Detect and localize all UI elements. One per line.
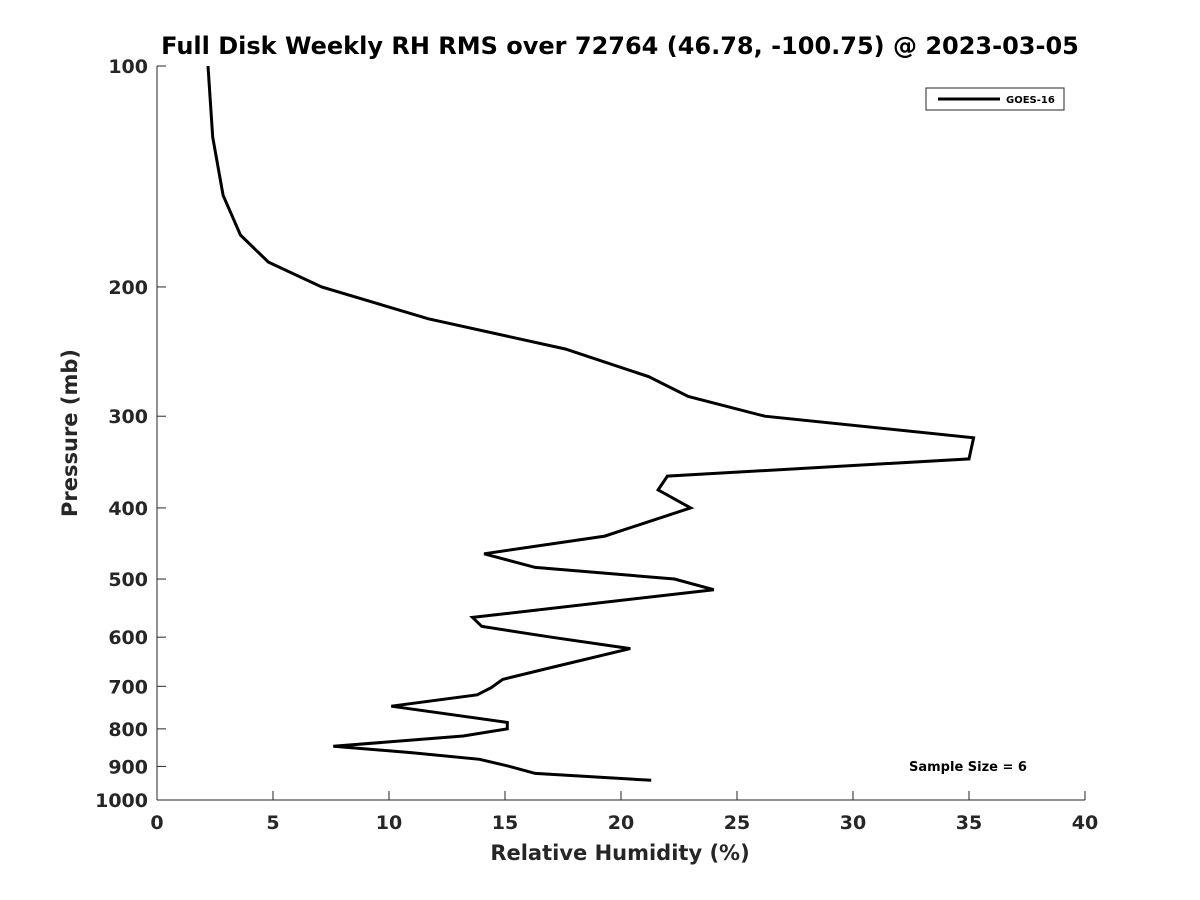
x-tick-label: 20 xyxy=(608,812,634,834)
x-tick-label: 30 xyxy=(840,812,866,834)
y-tick-label: 400 xyxy=(108,498,148,520)
x-tick-label: 0 xyxy=(150,812,163,834)
x-tick-label: 10 xyxy=(376,812,402,834)
y-axis-ticks: 100 200 300 400 500 600 700 800 900 1000 xyxy=(95,56,166,812)
series-line-goes-16 xyxy=(206,65,976,782)
x-tick-label: 40 xyxy=(1072,812,1098,834)
x-axis-label: Relative Humidity (%) xyxy=(490,841,749,865)
y-tick-label: 500 xyxy=(108,569,148,591)
y-tick-label: 800 xyxy=(108,719,148,741)
y-tick-label: 100 xyxy=(108,56,148,78)
chart-title: Full Disk Weekly RH RMS over 72764 (46.7… xyxy=(161,32,1079,60)
x-tick-label: 35 xyxy=(956,812,982,834)
series-group xyxy=(206,65,976,782)
y-tick-label: 900 xyxy=(108,756,148,778)
y-tick-label: 600 xyxy=(108,627,148,649)
x-axis-ticks: 0 5 10 15 20 25 30 35 40 xyxy=(150,791,1098,834)
legend: GOES-16 xyxy=(925,87,1065,111)
axes xyxy=(156,66,1085,801)
x-tick-label: 15 xyxy=(492,812,518,834)
y-tick-label: 200 xyxy=(108,277,148,299)
y-tick-label: 1000 xyxy=(95,790,148,812)
legend-entry-goes-16: GOES-16 xyxy=(1006,95,1055,106)
x-tick-label: 5 xyxy=(266,812,279,834)
sample-size-annotation: Sample Size = 6 xyxy=(909,760,1027,775)
y-axis-label: Pressure (mb) xyxy=(58,349,82,517)
y-tick-label: 700 xyxy=(108,676,148,698)
x-tick-label: 25 xyxy=(724,812,750,834)
y-tick-label: 300 xyxy=(108,406,148,428)
